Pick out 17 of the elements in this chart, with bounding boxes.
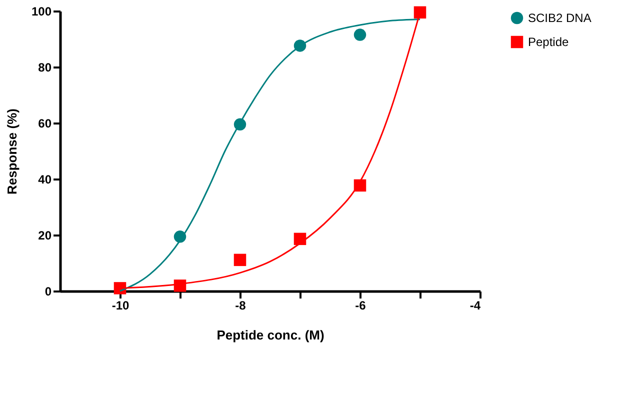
y-axis-title: Response (%) bbox=[4, 108, 20, 194]
y-tick-label: 60 bbox=[38, 116, 52, 130]
y-tick-label: 80 bbox=[38, 60, 52, 74]
x-tick-label: -6 bbox=[355, 298, 366, 312]
point bbox=[354, 28, 366, 41]
legend-label: Peptide bbox=[528, 35, 570, 49]
x-tick-label: -4 bbox=[470, 298, 481, 312]
y-tick-label: 20 bbox=[38, 228, 52, 242]
point bbox=[414, 6, 426, 19]
x-tick-label: -10 bbox=[112, 298, 130, 312]
legend-label: SCIB2 DNA bbox=[528, 11, 592, 25]
x-axis-title: Peptide conc. (M) bbox=[216, 328, 324, 342]
point bbox=[234, 254, 246, 266]
y-tick-label: 40 bbox=[38, 172, 52, 186]
x-tick-label: -8 bbox=[235, 298, 246, 312]
y-tick-label: 100 bbox=[31, 4, 52, 18]
y-tick-label: 0 bbox=[44, 284, 52, 298]
